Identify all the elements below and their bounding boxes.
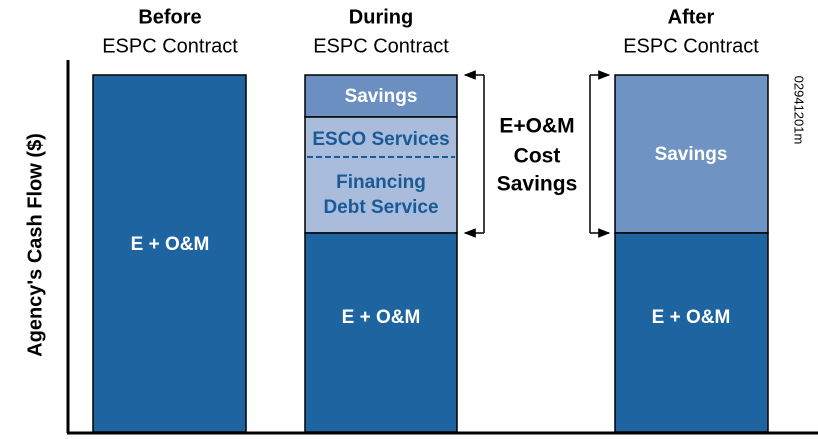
segment: [614, 74, 769, 234]
column-title: After: [668, 6, 715, 28]
figure-id: 02941201m: [792, 76, 807, 145]
bracket-label: Savings: [497, 173, 578, 196]
segment-label: Debt Service: [323, 197, 438, 218]
y-axis-label: Agency's Cash Flow ($): [24, 133, 46, 357]
column-title: Before: [138, 6, 201, 28]
segment-label: E + O&M: [131, 234, 210, 255]
column-title: During: [349, 6, 413, 28]
bracket-label: E+O&M: [499, 115, 574, 138]
column-subtitle: ESPC Contract: [102, 35, 238, 57]
segment-label: E + O&M: [342, 307, 421, 328]
segment-label: Financing: [336, 172, 426, 193]
column-subtitle: ESPC Contract: [623, 35, 759, 57]
segment: [304, 74, 458, 118]
segment: [304, 232, 458, 433]
segment-label: Savings: [345, 86, 418, 107]
segment-label: Savings: [655, 144, 728, 165]
bracket-label: Cost: [514, 145, 561, 168]
column-subtitle: ESPC Contract: [313, 35, 449, 57]
segment-label: E + O&M: [652, 307, 731, 328]
segment: [614, 232, 769, 433]
segment: [304, 116, 458, 234]
segment: [92, 74, 247, 433]
segment-label: ESCO Services: [312, 129, 449, 150]
